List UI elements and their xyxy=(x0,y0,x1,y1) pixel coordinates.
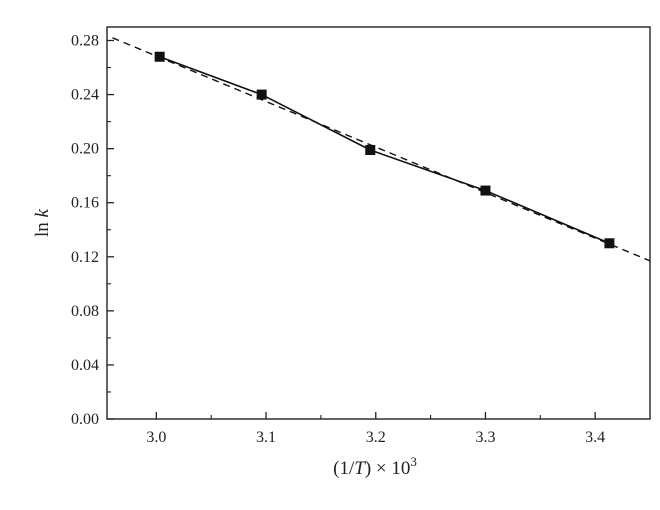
data-point-marker xyxy=(256,89,267,100)
data-point-marker xyxy=(480,185,491,196)
y-tick-label: 0.24 xyxy=(71,87,99,104)
x-tick-label: 3.4 xyxy=(585,429,605,446)
data-point-marker xyxy=(154,51,165,62)
plot-area xyxy=(112,37,651,262)
y-tick-label: 0.04 xyxy=(71,357,99,374)
x-tick-label: 3.0 xyxy=(146,429,166,446)
y-tick-label: 0.00 xyxy=(71,411,99,428)
x-tick-label: 3.2 xyxy=(366,429,386,446)
y-tick-label: 0.20 xyxy=(71,141,99,158)
x-tick-label: 3.3 xyxy=(475,429,495,446)
fit-line-dashed xyxy=(112,37,651,262)
y-tick-label: 0.28 xyxy=(71,33,99,50)
y-tick-label: 0.08 xyxy=(71,303,99,320)
data-point-marker xyxy=(604,238,615,249)
plot-frame xyxy=(106,26,651,420)
x-tick-label: 3.1 xyxy=(256,429,276,446)
y-axis-label: ln k xyxy=(32,208,53,237)
y-tick-label: 0.12 xyxy=(71,249,99,266)
data-point-marker xyxy=(365,145,376,156)
y-axis-ticks: 0.00 0.04 0.08 0.12 0.16 0.20 0.24 0.28 xyxy=(71,33,114,428)
x-axis-ticks: 3.0 3.1 3.2 3.3 3.4 xyxy=(146,412,605,446)
y-tick-label: 0.16 xyxy=(71,195,99,212)
x-axis-label: (1/T) × 103 xyxy=(333,454,417,479)
